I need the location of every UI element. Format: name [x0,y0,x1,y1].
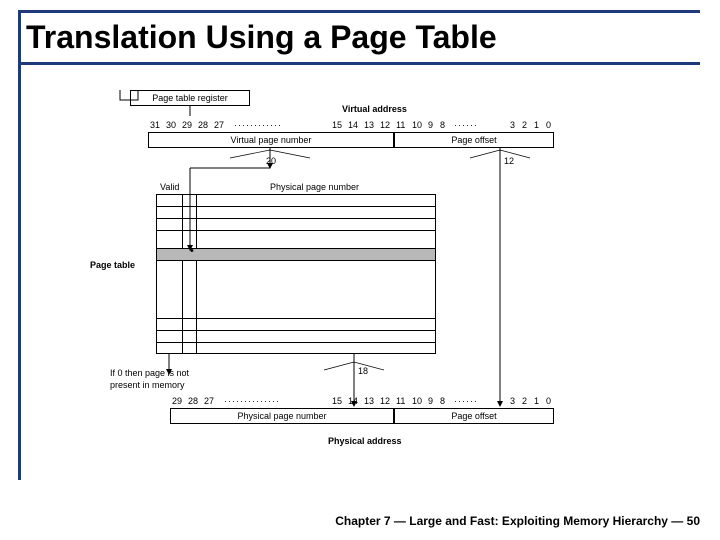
pt-row-1 [156,206,436,207]
lbit-28: 28 [188,396,198,406]
selected-row-highlight [157,248,435,260]
bit-2: 2 [522,120,527,130]
bit-8: 8 [440,120,445,130]
title-line-top [18,10,700,13]
title-region: Translation Using a Page Table [18,10,700,65]
lbit-dots-2: ······ [454,396,478,406]
width-20-label: 20 [266,156,276,166]
lbit-27: 27 [204,396,214,406]
bit-dots-upper-1: ············ [234,120,282,130]
footer-text: Chapter 7 — Large and Fast: Exploiting M… [335,514,700,528]
bit-27: 27 [214,120,224,130]
valid-label: Valid [160,182,179,192]
bit-9: 9 [428,120,433,130]
title-underline [18,62,700,65]
page-offset-field-top: Page offset [394,132,554,148]
bit-1: 1 [534,120,539,130]
pt-row-b2 [156,330,436,331]
page-table-register-box: Page table register [130,90,250,106]
lbit-3: 3 [510,396,515,406]
absent-line2: present in memory [110,380,185,390]
lbit-29: 29 [172,396,182,406]
lbit-10: 10 [412,396,422,406]
page-title: Translation Using a Page Table [18,15,700,62]
lbit-11: 11 [396,396,405,406]
lbit-9: 9 [428,396,433,406]
bit-12: 12 [380,120,390,130]
virtual-address-label: Virtual address [342,104,407,114]
pt-row-sel-top [156,248,436,249]
accent-left-bar [18,10,21,480]
bit-3: 3 [510,120,515,130]
bit-dots-upper-2: ······ [454,120,478,130]
page-table-label: Page table [90,260,135,270]
ppn-field: Physical page number [170,408,394,424]
absent-line1: If 0 then page is not [110,368,189,378]
bit-10: 10 [412,120,422,130]
lbit-2: 2 [522,396,527,406]
bit-11: 11 [396,120,405,130]
pt-row-b3 [156,342,436,343]
physical-address-label: Physical address [328,436,402,446]
pt-row-sel-bot [156,260,436,261]
bit-14: 14 [348,120,358,130]
index-dot: • [190,245,194,257]
lbit-8: 8 [440,396,445,406]
width-12-label: 12 [504,156,514,166]
lbit-12: 12 [380,396,390,406]
pt-row-3 [156,230,436,231]
bit-29: 29 [182,120,192,130]
lbit-15: 15 [332,396,342,406]
lbit-14: 14 [348,396,358,406]
page-table-diagram: Page table register Virtual address 31 3… [110,90,630,490]
page-offset-field-bottom: Page offset [394,408,554,424]
lbit-dots-1: ·············· [224,396,280,406]
bit-0: 0 [546,120,551,130]
ppn-header-label: Physical page number [270,182,359,192]
bit-30: 30 [166,120,176,130]
pt-row-b1 [156,318,436,319]
width-18-label: 18 [358,366,368,376]
lbit-1: 1 [534,396,539,406]
bit-28: 28 [198,120,208,130]
bit-31: 31 [150,120,160,130]
vpn-field: Virtual page number [148,132,394,148]
lbit-0: 0 [546,396,551,406]
pt-row-2 [156,218,436,219]
bit-15: 15 [332,120,342,130]
lbit-13: 13 [364,396,374,406]
bit-13: 13 [364,120,374,130]
